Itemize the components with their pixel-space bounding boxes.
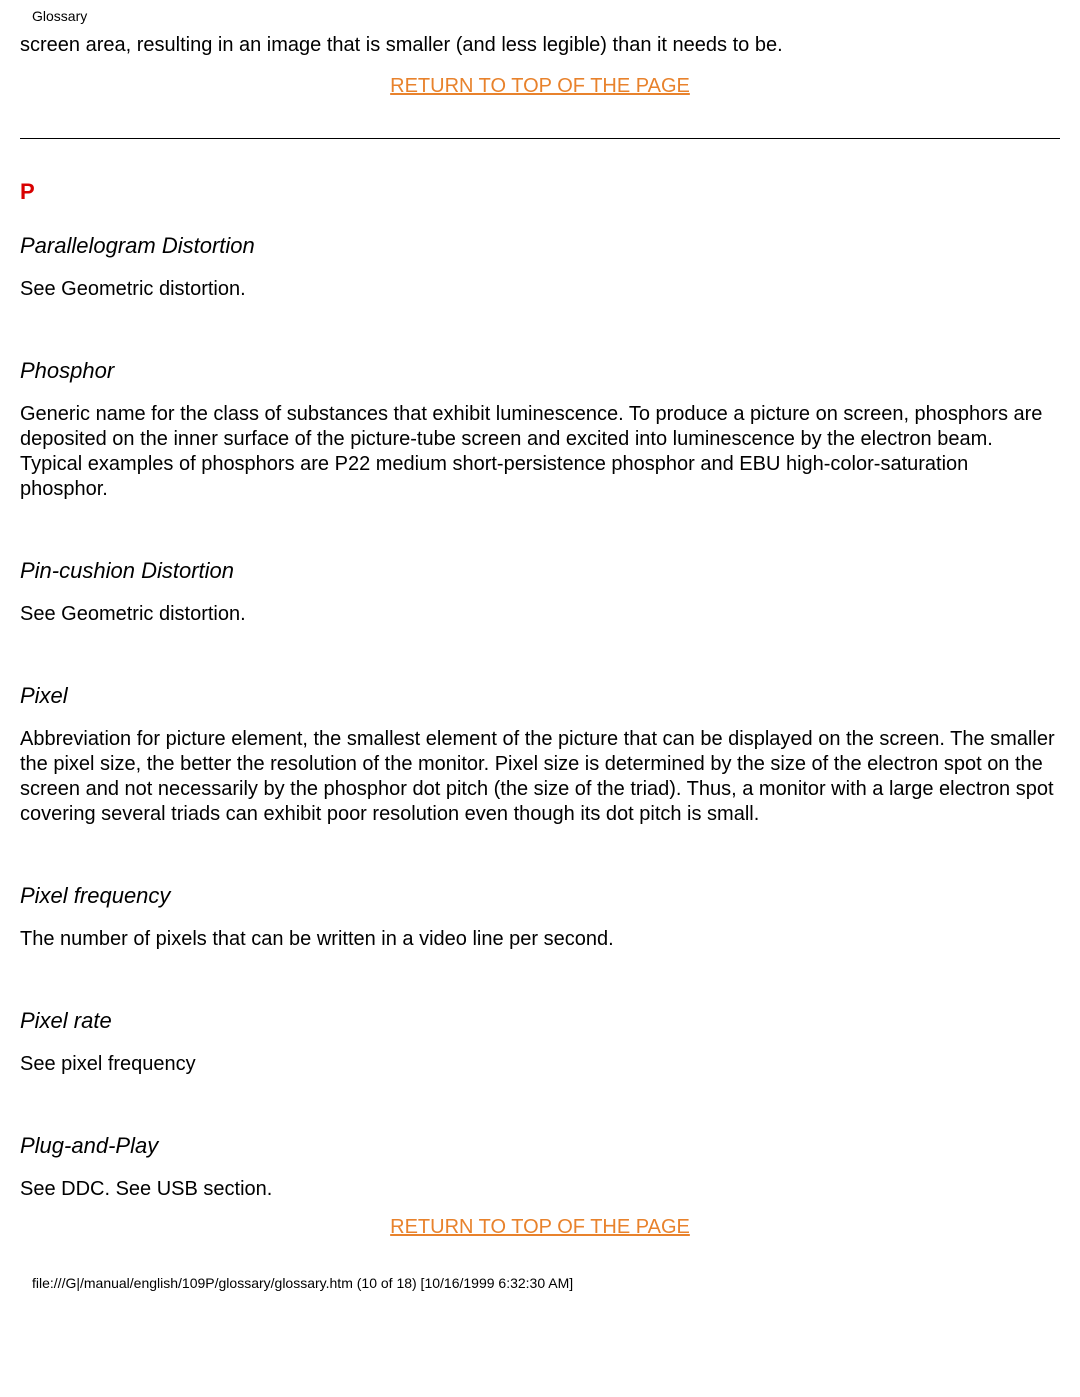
page-footer-path: file:///G|/manual/english/109P/glossary/…	[0, 1269, 1080, 1301]
definition-phosphor: Generic name for the class of substances…	[20, 402, 1060, 502]
definition-pixel: Abbreviation for picture element, the sm…	[20, 727, 1060, 827]
term-pixel: Pixel	[20, 683, 1060, 709]
term-plug-and-play: Plug-and-Play	[20, 1133, 1060, 1159]
term-pixel-rate: Pixel rate	[20, 1008, 1060, 1034]
page-header-title: Glossary	[0, 0, 1080, 28]
term-pin-cushion-distortion: Pin-cushion Distortion	[20, 558, 1060, 584]
definition-parallelogram-distortion: See Geometric distortion.	[20, 277, 1060, 302]
return-to-top-link-bottom[interactable]: RETURN TO TOP OF THE PAGE	[20, 1216, 1060, 1239]
section-divider	[20, 138, 1060, 139]
section-letter-p: P	[20, 179, 1060, 205]
intro-fragment: screen area, resulting in an image that …	[20, 34, 1060, 57]
return-to-top-link[interactable]: RETURN TO TOP OF THE PAGE	[20, 75, 1060, 98]
term-pixel-frequency: Pixel frequency	[20, 883, 1060, 909]
content-area: screen area, resulting in an image that …	[0, 34, 1080, 1239]
term-parallelogram-distortion: Parallelogram Distortion	[20, 233, 1060, 259]
term-phosphor: Phosphor	[20, 358, 1060, 384]
definition-plug-and-play: See DDC. See USB section.	[20, 1177, 1060, 1202]
definition-pixel-frequency: The number of pixels that can be written…	[20, 927, 1060, 952]
definition-pin-cushion-distortion: See Geometric distortion.	[20, 602, 1060, 627]
definition-pixel-rate: See pixel frequency	[20, 1052, 1060, 1077]
